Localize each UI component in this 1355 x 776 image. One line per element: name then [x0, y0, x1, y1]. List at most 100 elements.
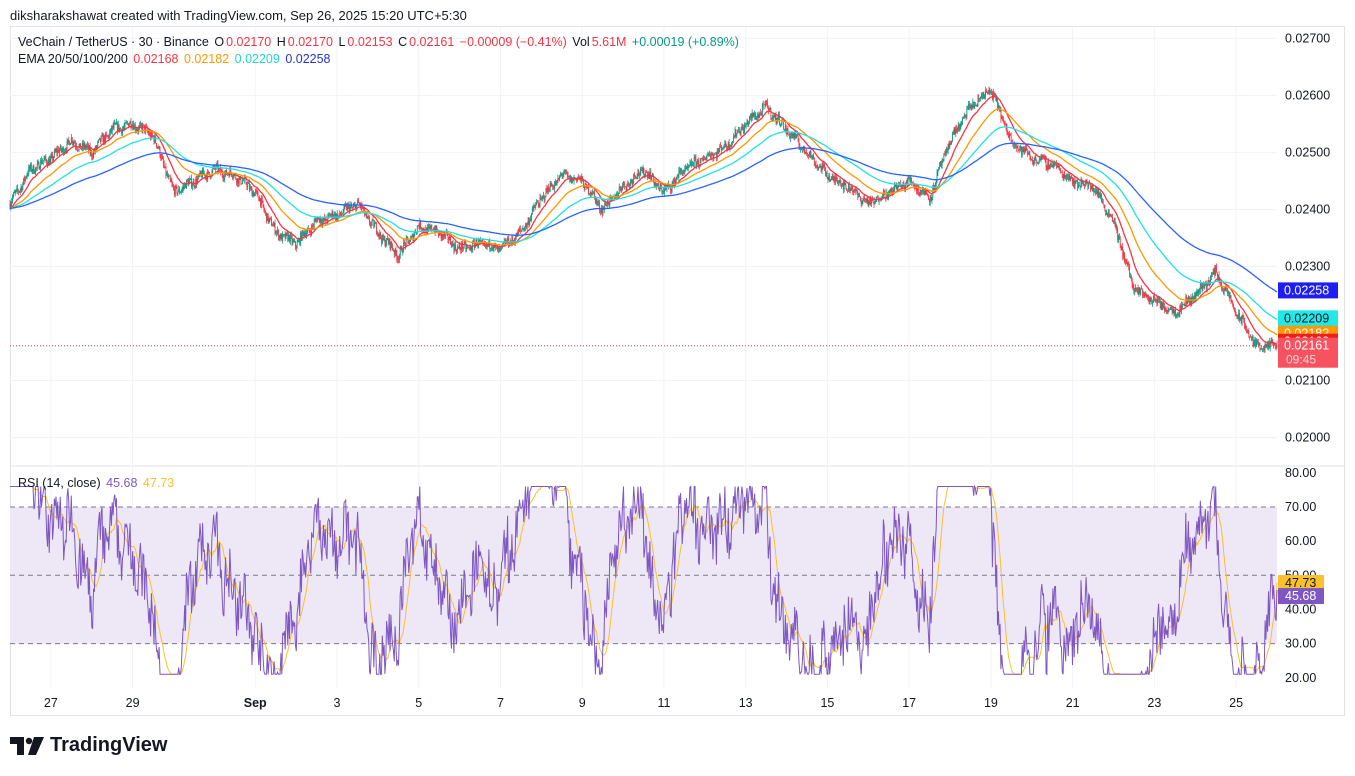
candle-body	[399, 248, 401, 256]
candle-body	[718, 149, 720, 153]
ema100-badge-text: 0.02209	[1284, 311, 1329, 325]
x-tick-label: 27	[44, 696, 58, 710]
candle-body	[1199, 283, 1201, 293]
candle-body	[762, 104, 764, 107]
candle-body	[997, 97, 998, 108]
candle-body	[196, 179, 197, 184]
candle-body	[1192, 296, 1194, 300]
candle-body	[700, 158, 702, 161]
candle-body	[1066, 175, 1068, 177]
candle-body	[1174, 309, 1176, 315]
candle-body	[675, 180, 676, 186]
candle-body	[1234, 310, 1236, 314]
high-value: 0.02170	[287, 35, 333, 49]
candle-body	[1126, 259, 1128, 265]
candle-body	[738, 129, 740, 134]
x-tick-label: 21	[1066, 696, 1080, 710]
candle-body	[381, 235, 383, 243]
candle-body	[693, 157, 695, 166]
candle-body	[548, 190, 550, 192]
candle-body	[128, 123, 129, 127]
candle-body	[802, 147, 803, 150]
ema50-line	[9, 108, 1278, 336]
candle-body	[40, 160, 42, 168]
candle-body	[454, 244, 456, 251]
ema-label[interactable]: EMA 20/50/100/200	[18, 52, 128, 66]
candle-body	[605, 202, 606, 205]
candle-body	[851, 186, 853, 189]
candle-body	[680, 169, 681, 172]
candle-body	[975, 105, 977, 107]
candle-body	[36, 167, 37, 168]
rsi-label[interactable]: RSI (14, close)	[18, 476, 101, 490]
candle-body	[866, 198, 868, 202]
candle-body	[388, 238, 390, 244]
candle-body	[436, 226, 438, 232]
candle-body	[452, 242, 454, 246]
candle-body	[512, 238, 514, 242]
candle-body	[341, 214, 342, 216]
candle-body	[1201, 286, 1203, 289]
candle-body	[594, 195, 596, 203]
candle-body	[1088, 183, 1090, 187]
symbol-label[interactable]: VeChain / TetherUS · 30 · Binance	[18, 35, 209, 49]
candle-body	[21, 186, 23, 190]
candle-body	[752, 112, 754, 117]
candle-body	[982, 95, 984, 96]
candle-body	[931, 197, 933, 201]
candle-body	[297, 241, 299, 243]
candle-body	[22, 183, 24, 190]
candle-body	[631, 180, 633, 184]
tradingview-logo[interactable]: TradingView	[10, 734, 167, 757]
candle-body	[737, 129, 739, 134]
candle-body	[859, 194, 860, 197]
candle-body	[378, 233, 380, 236]
candle-body	[235, 174, 237, 180]
candle-body	[1257, 341, 1259, 345]
candle-body	[745, 123, 747, 127]
candle-body	[889, 189, 891, 192]
candle-body	[530, 219, 532, 220]
candle-body	[1039, 159, 1041, 160]
candle-body	[852, 186, 854, 192]
candle-body	[427, 226, 429, 228]
candle-body	[256, 190, 258, 192]
candle-body	[849, 190, 851, 192]
candle-body	[547, 186, 549, 192]
candle-body	[918, 193, 920, 195]
candle-body	[646, 172, 648, 178]
candle-body	[1256, 340, 1257, 347]
candle-body	[694, 157, 696, 159]
candle-body	[1251, 336, 1253, 340]
x-tick-label: 11	[657, 696, 670, 710]
candle-body	[822, 164, 824, 167]
candle-body	[525, 223, 527, 228]
candle-body	[257, 191, 259, 198]
candle-body	[258, 197, 260, 201]
candle-body	[379, 232, 381, 236]
candle-body	[31, 170, 33, 172]
candle-body	[451, 242, 453, 248]
volume-value: 5.61M	[591, 35, 627, 49]
candle-body	[1093, 190, 1095, 193]
candle-body	[373, 220, 375, 228]
candle-body	[97, 141, 99, 146]
candle-body	[701, 157, 703, 159]
candle-body	[558, 177, 560, 180]
candle-body	[1012, 140, 1014, 145]
candle-body	[532, 206, 534, 209]
candle-body	[1113, 220, 1114, 222]
candle-body	[157, 146, 159, 149]
candle-body	[1182, 304, 1183, 305]
candle-body	[37, 162, 39, 164]
candle-body	[1087, 183, 1089, 187]
candle-body	[540, 197, 542, 199]
low-value: 0.02153	[347, 35, 393, 49]
candle-body	[90, 151, 92, 154]
candle-body	[596, 199, 598, 204]
candle-body	[290, 234, 292, 237]
x-tick-label: 5	[415, 696, 422, 710]
candle-body	[202, 169, 203, 178]
candle-body	[459, 245, 461, 249]
